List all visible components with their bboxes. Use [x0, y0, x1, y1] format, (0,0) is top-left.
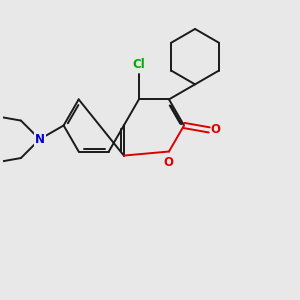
Text: Cl: Cl	[133, 58, 145, 70]
Text: N: N	[34, 133, 45, 146]
Text: O: O	[163, 156, 173, 169]
Text: O: O	[210, 123, 220, 136]
